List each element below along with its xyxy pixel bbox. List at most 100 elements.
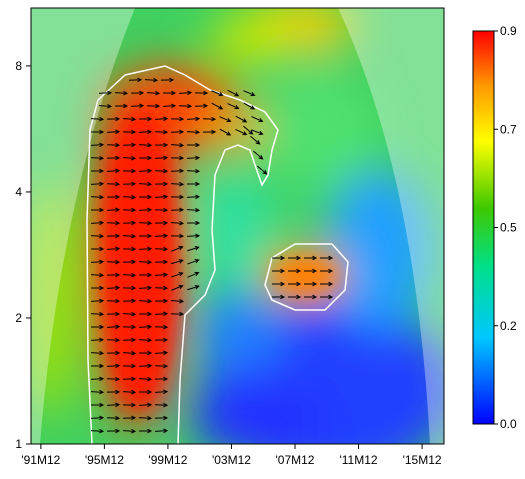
phase-arrow [320,255,334,261]
phase-arrow [194,90,209,96]
phase-arrow [139,233,153,239]
phase-arrow [106,324,121,330]
significance-contour-main [86,65,279,444]
phase-arrow [106,285,121,291]
phase-arrow [272,268,286,274]
phase-arrow [304,294,318,300]
colorbar-tick-label: 0.5 [500,221,517,235]
phase-arrow [139,155,153,161]
phase-arrow [130,103,145,109]
phase-arrow [106,428,121,434]
phase-arrow [122,311,137,317]
phase-arrow [106,272,121,278]
phase-arrow [106,220,121,226]
phase-arrow [304,255,318,261]
phase-arrow [243,90,256,97]
phase-arrow [139,116,153,122]
phase-arrow [90,298,105,304]
phase-arrow [122,272,137,278]
phase-arrow [90,389,105,395]
phase-arrow [90,272,105,278]
phase-arrow [154,116,169,122]
phase-arrow [106,298,121,304]
phase-arrow [178,90,193,96]
phase-arrow [122,194,137,200]
phase-arrow [122,246,137,252]
phase-arrow [186,207,201,213]
phase-arrow [122,402,137,408]
x-tick-label: '07M12 [276,453,315,467]
phase-arrow [122,337,137,343]
phase-arrow [90,337,105,343]
phase-arrow [106,168,121,174]
phase-arrow [138,376,153,382]
phase-arrow [138,168,153,174]
phase-arrow [154,376,169,382]
coherence-heatmap [31,8,444,444]
colorbar: 0.0 0.2 0.5 0.7 0.9 [472,24,517,431]
phase-arrow [91,129,105,135]
phase-arrow [138,259,153,265]
x-tick-label: '03M12 [212,453,251,467]
phase-arrow [170,142,185,148]
x-tick-label: '11M12 [339,453,377,467]
phase-arrow [272,255,286,261]
y-tick-label: 4 [15,185,22,199]
phase-arrow [304,281,318,287]
phase-arrow [272,281,286,287]
phase-arrow [154,415,169,421]
x-tick-label: '99M12 [148,453,187,467]
phase-arrow [90,233,105,239]
phase-arrow [171,284,184,291]
phase-arrow [91,402,105,408]
phase-arrow [90,194,105,200]
phase-arrow [139,350,153,356]
phase-arrow [139,389,153,395]
phase-arrow [91,363,105,369]
phase-arrow [90,181,105,187]
phase-arrow [154,298,169,304]
phase-arrow [154,272,169,278]
phase-arrow [170,129,185,135]
phase-arrow [170,220,185,226]
phase-arrow [90,428,105,434]
phase-arrow [320,268,334,274]
x-tick-label: '91M12 [21,453,60,467]
phase-arrow [211,90,224,97]
phase-arrow [106,207,121,213]
phase-arrow [186,194,201,200]
phase-arrow [122,142,137,148]
phase-arrow [186,155,201,161]
phase-arrow [128,77,143,83]
phase-arrow [106,337,121,343]
phase-arrow [106,415,121,421]
phase-arrow [187,181,201,187]
phase-arrow [170,155,185,161]
phase-arrow [186,129,201,135]
phase-arrow [122,233,137,239]
phase-arrow [106,402,121,408]
phase-arrow [202,129,217,135]
phase-arrow [122,415,137,421]
phase-arrow [320,281,334,287]
phase-arrow [122,259,137,265]
phase-arrow [106,363,121,369]
phase-arrow [138,129,153,135]
phase-arrow [257,165,268,175]
phase-arrow [235,129,248,136]
phase-arrow [154,246,169,252]
phase-arrow [138,285,153,291]
phase-arrow [139,428,153,434]
phase-arrow [106,194,121,200]
phase-arrow [251,129,264,136]
phase-arrow [90,376,105,382]
phase-arrow [106,246,121,252]
phase-arrow [138,207,153,213]
phase-arrow [122,350,137,356]
phase-arrow [138,142,153,148]
phase-arrow [178,103,193,109]
y-axis: 1 2 4 8 [15,59,31,451]
x-tick-label: '95M12 [85,453,124,467]
phase-arrow [171,271,184,278]
